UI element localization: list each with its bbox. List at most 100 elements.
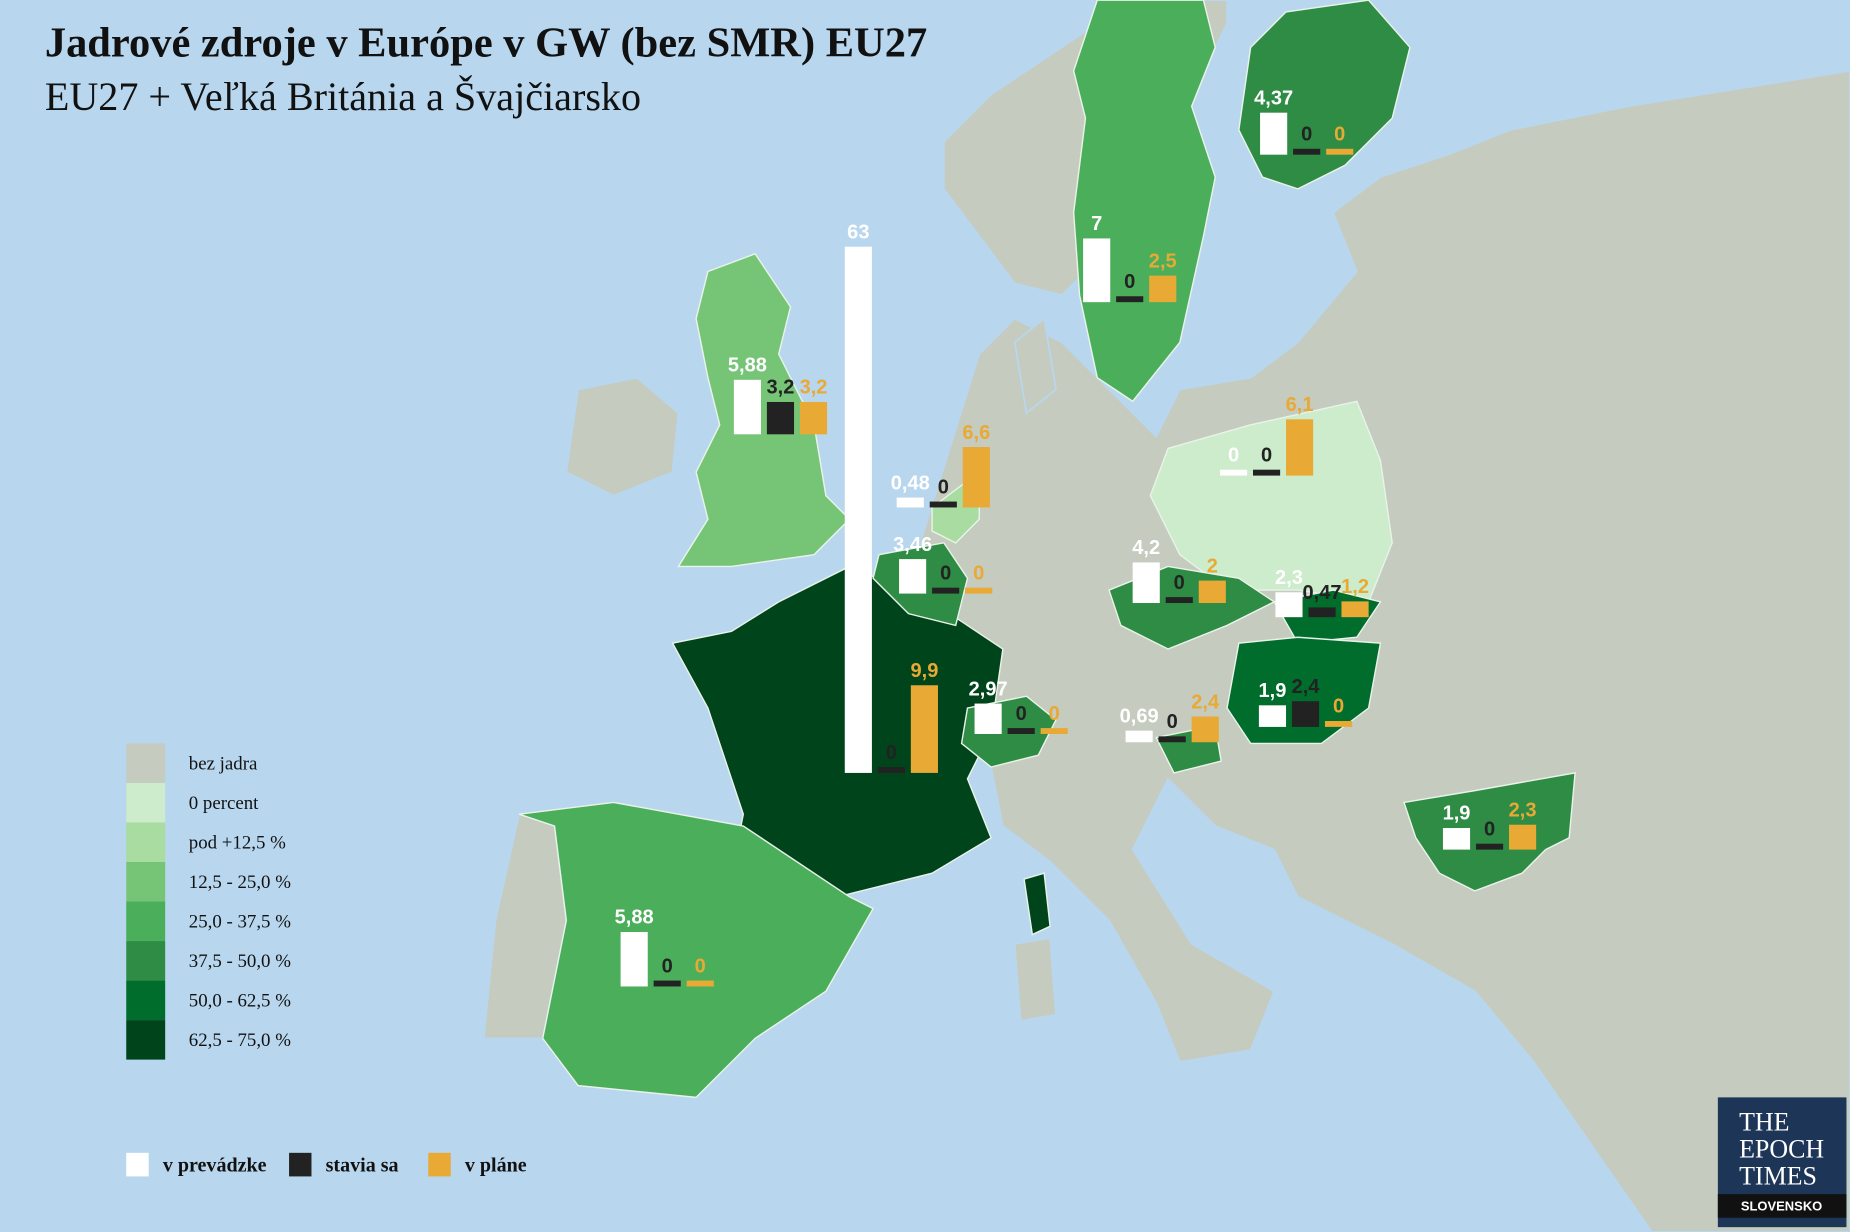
value-label: 0,69 bbox=[1120, 705, 1159, 727]
bar bbox=[1341, 601, 1369, 618]
value-label: 2,5 bbox=[1149, 250, 1177, 272]
legend-label: bez jadra bbox=[189, 753, 258, 774]
bar bbox=[1308, 607, 1336, 618]
bar bbox=[899, 559, 927, 594]
value-label: 0 bbox=[1484, 818, 1495, 840]
bar-group: 0,48 0 6,6 bbox=[891, 422, 990, 508]
bar bbox=[1252, 469, 1281, 476]
value-label: 63 bbox=[847, 221, 869, 243]
value-label: 1,9 bbox=[1259, 680, 1287, 702]
value-label: 4,2 bbox=[1132, 537, 1160, 559]
bar-group: 702,5 bbox=[1083, 213, 1177, 303]
land-mainland bbox=[919, 70, 1850, 1232]
value-label: 0 bbox=[1016, 703, 1027, 725]
bar bbox=[1191, 716, 1219, 743]
value-label: 0 bbox=[662, 955, 673, 977]
value-label: 0 bbox=[1301, 124, 1312, 146]
bar bbox=[1219, 469, 1248, 476]
value-label: 2,4 bbox=[1191, 691, 1220, 713]
legend-label: 37,5 - 50,0 % bbox=[189, 951, 291, 972]
bar bbox=[1165, 597, 1193, 604]
bar bbox=[1442, 828, 1471, 850]
value-label: 0,48 bbox=[891, 472, 930, 494]
series-label: v prevádzke bbox=[163, 1155, 267, 1177]
bar-group: 63 0 9,9 bbox=[844, 221, 938, 773]
bar bbox=[877, 767, 905, 773]
bar bbox=[1286, 419, 1314, 476]
series-label: stavia sa bbox=[326, 1155, 399, 1177]
country-corsica bbox=[1023, 872, 1051, 936]
value-label: 0 bbox=[1167, 711, 1178, 733]
bar bbox=[1158, 736, 1186, 743]
value-label: 0 bbox=[938, 476, 949, 498]
value-label: 3,46 bbox=[893, 534, 932, 556]
value-label: 0 bbox=[1333, 696, 1344, 718]
legend-swatch bbox=[126, 861, 166, 902]
value-label: 0,47 bbox=[1303, 582, 1342, 604]
bar bbox=[1083, 238, 1111, 303]
value-label: 0 bbox=[1124, 271, 1135, 293]
bar bbox=[1275, 592, 1303, 618]
legend-swatch bbox=[126, 1020, 166, 1060]
bar bbox=[1149, 275, 1177, 303]
legend-label: 0 percent bbox=[189, 793, 259, 814]
bar bbox=[1326, 148, 1354, 155]
bar-group: 5,883,2 3,2 bbox=[728, 355, 828, 435]
bar-group: 2,30,47 1,2 bbox=[1275, 567, 1369, 618]
bar bbox=[965, 587, 993, 594]
land-ireland bbox=[565, 376, 680, 497]
value-label: 6,6 bbox=[962, 422, 990, 444]
bar bbox=[686, 980, 714, 987]
country-spain bbox=[518, 801, 875, 1099]
subtitle: EU27 + Veľká Británia a Švajčiarsko bbox=[45, 74, 641, 119]
bar-group: 3,46 0 0 bbox=[893, 534, 993, 594]
bar-group: 4,2 02 bbox=[1132, 537, 1226, 604]
bar bbox=[929, 501, 957, 508]
value-label: 9,9 bbox=[910, 660, 938, 682]
bar bbox=[1125, 730, 1153, 743]
value-label: 0 bbox=[1334, 124, 1345, 146]
legend-label: 25,0 - 37,5 % bbox=[189, 911, 291, 932]
value-label: 0 bbox=[886, 742, 897, 764]
bar bbox=[1293, 148, 1321, 155]
value-label: 0 bbox=[940, 562, 951, 584]
value-label: 0 bbox=[1174, 572, 1185, 594]
legend-swatch bbox=[126, 980, 166, 1021]
logo-line: THE bbox=[1739, 1107, 1789, 1136]
value-label: 0 bbox=[695, 955, 706, 977]
bar bbox=[799, 401, 828, 435]
value-label: 1,2 bbox=[1341, 576, 1369, 598]
bar-group: 2,97 0 0 bbox=[969, 678, 1068, 734]
title: Jadrové zdroje v Európe v GW (bez SMR) E… bbox=[45, 20, 927, 67]
bar bbox=[1509, 824, 1537, 850]
legend-label: 12,5 - 25,0 % bbox=[189, 872, 291, 893]
series-label: v pláne bbox=[465, 1155, 527, 1177]
bar-group: 1,9 2,4 0 bbox=[1259, 676, 1353, 727]
bar bbox=[653, 980, 681, 987]
bar bbox=[1324, 721, 1353, 727]
country-uk bbox=[677, 252, 851, 568]
series-swatch bbox=[289, 1152, 312, 1177]
legend-swatch bbox=[126, 901, 166, 942]
bar bbox=[1040, 728, 1068, 734]
value-label: 7 bbox=[1091, 213, 1102, 235]
value-label: 2,4 bbox=[1292, 676, 1321, 698]
value-label: 3,2 bbox=[800, 377, 828, 399]
value-label: 0 bbox=[1261, 444, 1272, 466]
bar bbox=[1198, 580, 1226, 604]
value-label: 5,88 bbox=[615, 907, 654, 929]
logo: THE EPOCH TIMES SLOVENSKO bbox=[1717, 1097, 1847, 1228]
land-sardinia bbox=[1013, 937, 1057, 1022]
legend-swatch bbox=[126, 941, 166, 981]
bar-group: 5,88 0 0 bbox=[615, 907, 714, 987]
series-swatch bbox=[126, 1152, 149, 1177]
logo-line: EPOCH bbox=[1739, 1135, 1824, 1164]
value-label: 3,2 bbox=[767, 377, 795, 399]
value-label: 0 bbox=[973, 562, 984, 584]
bar bbox=[974, 703, 1002, 734]
bar bbox=[844, 246, 872, 773]
legend-swatch bbox=[126, 782, 166, 823]
value-label: 5,88 bbox=[728, 355, 767, 377]
value-label: 0 bbox=[1049, 703, 1060, 725]
